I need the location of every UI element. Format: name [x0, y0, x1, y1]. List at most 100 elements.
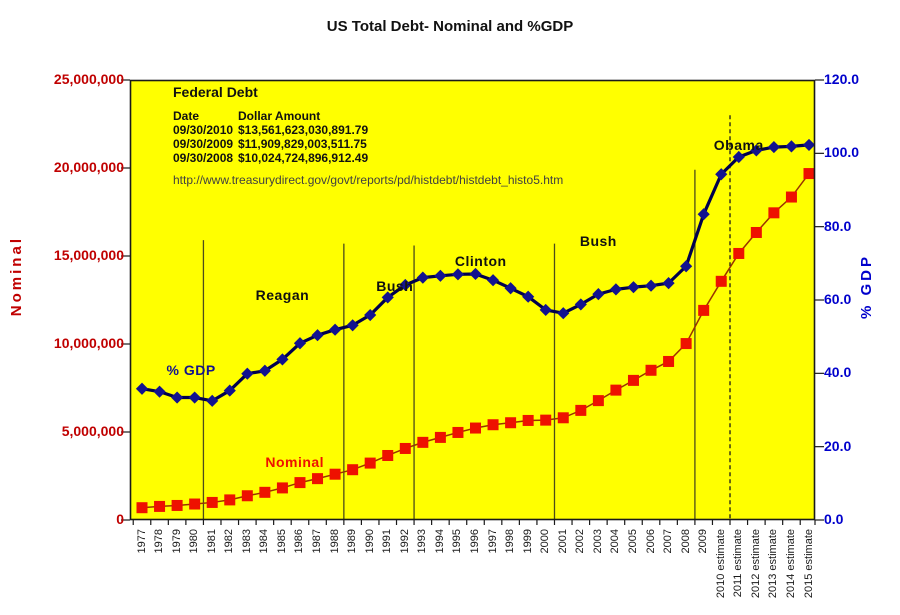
inplot-label-nominal: Nominal: [265, 453, 325, 470]
annotation-row-amount: $10,024,724,896,912.49: [238, 151, 369, 165]
x-axis-tick-label: 2007: [662, 529, 675, 554]
inplot-label--gdp: % GDP: [166, 361, 216, 378]
nominal-marker: [329, 468, 341, 480]
inplot-label-reagan: Reagan: [255, 286, 310, 303]
x-axis-tick-label: 2004: [609, 529, 622, 554]
x-axis-tick-label: 2012 estimate: [749, 529, 762, 599]
plot-area: Federal Debt Date Dollar Amount 09/30/20…: [121, 79, 824, 525]
x-axis-tick-label: 2013 estimate: [767, 529, 780, 599]
x-axis-tick-label: 1998: [504, 529, 517, 554]
gdp-marker: [574, 298, 587, 311]
left-axis-tick-label: 0: [116, 511, 124, 527]
annotation-row-amount: $13,561,623,030,891.79: [238, 123, 369, 137]
gdp-marker: [135, 382, 149, 395]
gdp-marker: [416, 271, 429, 284]
x-axis-tick-label: 1992: [398, 529, 411, 554]
nominal-marker: [715, 275, 727, 287]
nominal-marker: [294, 477, 306, 489]
nominal-marker: [785, 191, 797, 203]
nominal-marker: [505, 417, 517, 429]
nominal-marker: [382, 449, 394, 461]
x-axis-tick-label: 1987: [311, 529, 324, 554]
nominal-marker: [592, 395, 604, 407]
x-axis-tick-label: 1981: [205, 529, 218, 554]
nominal-marker: [522, 414, 534, 426]
left-axis-tick-label: 15,000,000: [53, 247, 124, 263]
nominal-marker: [768, 207, 780, 219]
gdp-marker: [188, 391, 201, 404]
gdp-marker: [504, 282, 517, 295]
x-axis-tick-label: 1978: [153, 529, 166, 554]
nominal-marker: [224, 494, 236, 506]
right-axis-tick-label: 100.0: [824, 144, 860, 161]
nominal-marker: [610, 384, 622, 396]
plot-border: [129, 79, 816, 521]
x-axis-tick-label: 2003: [591, 529, 604, 554]
nominal-marker: [627, 374, 639, 386]
x-axis-tick-label: 2005: [626, 529, 639, 554]
inplot-label-bush: Bush: [376, 277, 414, 294]
x-axis-tick-label: 1983: [240, 529, 253, 554]
gdp-marker: [381, 291, 394, 304]
gdp-marker: [785, 140, 798, 153]
gdp-marker: [276, 353, 289, 366]
nominal-marker: [241, 490, 253, 502]
nominal-marker: [452, 426, 464, 438]
gdp-marker: [399, 278, 412, 292]
chart-canvas: [121, 79, 824, 525]
nominal-marker: [276, 482, 288, 494]
nominal-marker: [434, 431, 446, 443]
chart-title: US Total Debt- Nominal and %GDP: [326, 18, 574, 35]
x-axis-tick-label: 1993: [416, 529, 429, 554]
nominal-marker: [733, 247, 745, 259]
x-axis-tick-label: 1982: [223, 529, 236, 554]
nominal-series-line: [141, 173, 810, 509]
gdp-marker: [627, 281, 640, 294]
annotation-row: 09/30/2008 $10,024,724,896,912.49: [173, 151, 563, 165]
left-axis-tick-label: 10,000,000: [53, 335, 124, 351]
right-axis-tick-label: 0.0: [824, 511, 844, 527]
gdp-marker: [522, 290, 535, 303]
gdp-marker: [557, 307, 570, 320]
nominal-marker: [645, 364, 657, 376]
x-axis-tick-label: 1989: [346, 529, 359, 554]
annotation-row-amount: $11,909,829,003,511.75: [238, 137, 367, 151]
left-axis-tick-label: 25,000,000: [53, 71, 124, 87]
nominal-marker: [803, 168, 815, 180]
x-axis-tick-label: 1997: [486, 529, 499, 554]
x-axis-tick-label: 2006: [644, 529, 657, 554]
nominal-marker: [347, 464, 359, 476]
inplot-label-obama: Obama: [713, 137, 764, 154]
right-axis-tick-label: 120.0: [824, 71, 860, 87]
x-axis-tick-label: 1984: [258, 529, 271, 554]
x-axis-tick-label: 1995: [451, 529, 464, 554]
x-axis-tick-label: 1986: [293, 529, 306, 554]
left-axis-tick-label: 5,000,000: [61, 423, 124, 439]
x-axis-tick-label: 2008: [679, 529, 692, 554]
x-axis-tick-label: 1994: [433, 529, 446, 554]
x-axis-tick-label: 1980: [188, 529, 201, 554]
source-url-text: http://www.treasurydirect.gov/govt/repor…: [173, 173, 564, 187]
left-axis-tick-label: 20,000,000: [53, 159, 124, 175]
right-axis-title: % GDP: [858, 254, 875, 320]
x-axis-tick-label: 2009: [697, 529, 710, 554]
x-axis-tick-label: 2014 estimate: [784, 529, 797, 599]
gdp-marker: [697, 208, 710, 221]
nominal-marker: [189, 498, 201, 510]
nominal-marker: [750, 226, 762, 238]
annotation-row-date: 09/30/2009: [173, 137, 234, 151]
inplot-label-bush: Bush: [579, 233, 617, 250]
nominal-marker: [154, 500, 166, 512]
x-axis-tick-label: 2010 estimate: [714, 529, 727, 599]
federal-debt-annotation: Federal Debt Date Dollar Amount 09/30/20…: [173, 84, 563, 187]
x-axis-tick-label: 1985: [275, 529, 288, 554]
x-axis-tick-label: 1988: [328, 529, 341, 554]
x-axis-tick-label: 1990: [363, 529, 376, 554]
gdp-marker: [258, 364, 271, 377]
nominal-marker: [680, 338, 692, 350]
annotation-row: 09/30/2009 $11,909,829,003,511.75: [173, 137, 563, 151]
x-axis-tick-label: 2000: [539, 529, 552, 554]
nominal-marker: [575, 404, 587, 416]
nominal-marker: [171, 499, 183, 511]
